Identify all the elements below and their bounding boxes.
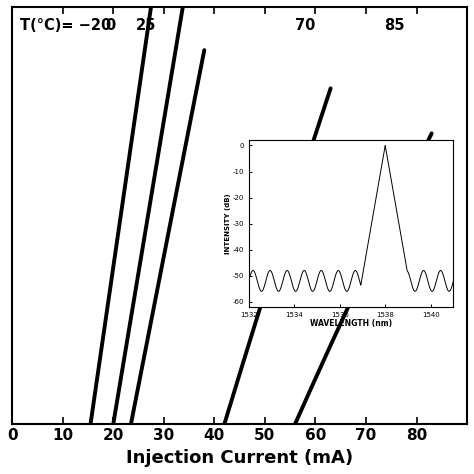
Text: 0: 0 <box>106 18 116 33</box>
Text: 25: 25 <box>136 18 156 33</box>
X-axis label: Injection Current (mA): Injection Current (mA) <box>126 449 353 467</box>
Text: 70: 70 <box>295 18 316 33</box>
Text: T(°C)= −20: T(°C)= −20 <box>20 18 111 33</box>
Text: 85: 85 <box>383 18 404 33</box>
